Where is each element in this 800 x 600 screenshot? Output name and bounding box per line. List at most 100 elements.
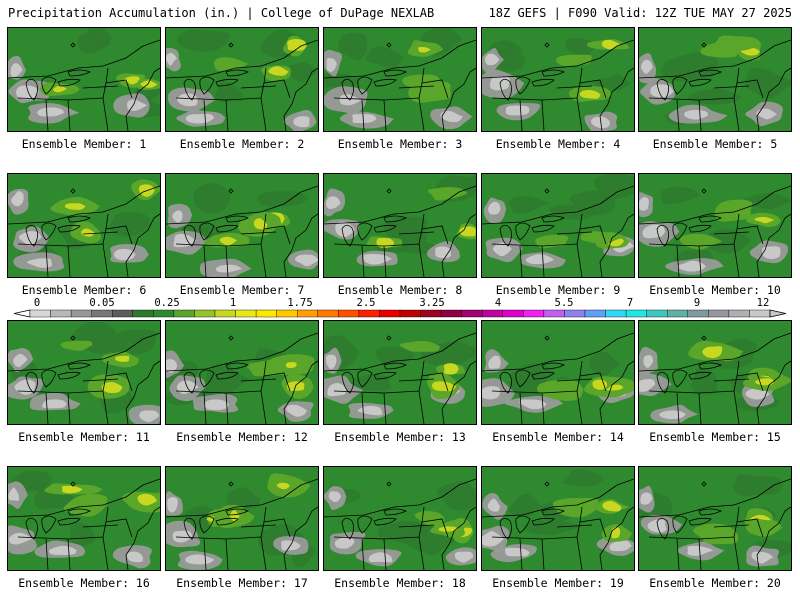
location-marker-icon <box>70 42 76 48</box>
precip-contour-light-gray <box>482 386 501 400</box>
us-canada-border <box>166 478 318 518</box>
precip-contour-dark <box>660 186 701 205</box>
precip-contour-dark <box>16 470 53 492</box>
atlantic-coastline <box>441 213 476 277</box>
precip-contour-light-gray <box>326 58 337 72</box>
great-lakes <box>183 362 249 394</box>
precip-contour-dark <box>365 46 404 68</box>
state-borders <box>648 506 764 570</box>
precip-contour-yellow <box>101 381 123 394</box>
precip-contour-light-gray <box>185 113 215 124</box>
ensemble-member-map-5 <box>638 27 792 132</box>
precip-contour-light-gray <box>684 109 709 120</box>
atlantic-coastline <box>756 213 791 277</box>
ensemble-member-map-6 <box>7 173 161 278</box>
atlantic-coastline <box>441 360 476 424</box>
panel-label: Ensemble Member: 5 <box>652 137 778 151</box>
colorbar-swatch <box>646 309 668 318</box>
precip-contour-dark <box>490 47 526 72</box>
colorbar-swatch <box>420 309 442 318</box>
great-lakes <box>25 69 91 101</box>
precip-contour-dark <box>109 211 151 237</box>
precipitation-map <box>166 28 318 131</box>
ensemble-member-map-17 <box>165 466 319 571</box>
atlantic-coastline <box>599 67 634 131</box>
atlantic-coastline <box>441 506 476 570</box>
atlantic-coastline <box>125 360 160 424</box>
precip-contour-yellow <box>53 85 67 93</box>
location-marker-icon <box>386 42 392 48</box>
colorbar-tick-label: 1.75 <box>287 297 313 309</box>
panel-label: Ensemble Member: 1 <box>21 137 147 151</box>
precip-contour-yellow <box>285 362 297 369</box>
us-canada-border <box>482 478 634 518</box>
precipitation-map <box>8 174 160 277</box>
location-marker-icon <box>228 335 234 341</box>
colorbar-tick-label: 0.05 <box>89 297 115 309</box>
atlantic-coastline <box>125 67 160 131</box>
panel-label: Ensemble Member: 20 <box>649 576 781 590</box>
colorbar-swatch <box>358 309 380 318</box>
precip-contour-light-gray <box>677 260 706 272</box>
colorbar-swatch <box>584 309 606 318</box>
precipitation-map <box>8 28 160 131</box>
ensemble-member-map-3 <box>323 27 477 132</box>
precipitation-map <box>639 174 791 277</box>
geographic-outlines <box>166 478 318 570</box>
precip-contour-light-gray <box>641 59 653 74</box>
precip-contour-light-green <box>399 341 441 352</box>
precipitation-map <box>639 28 791 131</box>
atlantic-coastline <box>756 360 791 424</box>
ensemble-member-map-18 <box>323 466 477 571</box>
precip-contour-light-gray <box>484 53 500 66</box>
precip-contour-yellow <box>219 236 237 246</box>
precip-contour-light-gray <box>167 497 178 513</box>
geographic-outlines <box>8 332 160 424</box>
location-marker-icon <box>228 481 234 487</box>
precip-contour-yellow <box>702 346 723 359</box>
colorbar-swatch <box>523 309 545 318</box>
precipitation-map <box>166 174 318 277</box>
precip-contour-light-gray <box>454 551 474 563</box>
precip-contour-light-gray <box>177 380 199 395</box>
precip-contour-light-gray <box>488 355 501 369</box>
geographic-outlines <box>324 39 476 131</box>
precip-contour-light-green <box>580 231 626 245</box>
precip-contour-dark <box>745 67 791 99</box>
geographic-outlines <box>482 332 634 424</box>
colorbar-left-arrow <box>13 309 31 318</box>
state-borders <box>17 213 133 277</box>
atlantic-coastline <box>599 360 634 424</box>
state-borders <box>648 360 764 424</box>
ensemble-member-map-12 <box>165 320 319 425</box>
colorbar-swatch <box>667 309 688 318</box>
ensemble-member-map-4 <box>481 27 635 132</box>
precip-contour-light-gray <box>177 93 198 107</box>
precip-contour-dark <box>193 183 231 214</box>
geographic-outlines <box>482 39 634 131</box>
precip-contour-light-gray <box>762 246 781 260</box>
great-lakes <box>25 362 91 394</box>
location-marker-icon <box>386 481 392 487</box>
colorbar-tick-label: 3.25 <box>419 297 445 309</box>
colorbar-swatch <box>29 309 51 318</box>
precip-contour-yellow <box>431 381 457 392</box>
great-lakes <box>183 69 249 101</box>
precipitation-colorbar <box>13 309 787 318</box>
precip-contour-dark <box>691 367 718 395</box>
geographic-outlines <box>639 39 791 131</box>
precip-contour-dark <box>661 52 719 82</box>
geographic-outlines <box>639 185 791 277</box>
us-canada-border <box>324 332 476 372</box>
precip-contour-light-gray <box>642 224 666 239</box>
location-marker-icon <box>701 188 707 194</box>
state-borders <box>491 67 607 131</box>
location-marker-icon <box>701 481 707 487</box>
colorbar-tick-label: 5.5 <box>554 297 574 309</box>
precip-contour-light-gray <box>352 114 377 124</box>
panel-label: Ensemble Member: 10 <box>649 283 781 297</box>
colorbar-swatch <box>91 309 113 318</box>
ensemble-member-map-8 <box>323 173 477 278</box>
precip-contour-light-gray <box>294 254 318 267</box>
geographic-outlines <box>8 478 160 570</box>
